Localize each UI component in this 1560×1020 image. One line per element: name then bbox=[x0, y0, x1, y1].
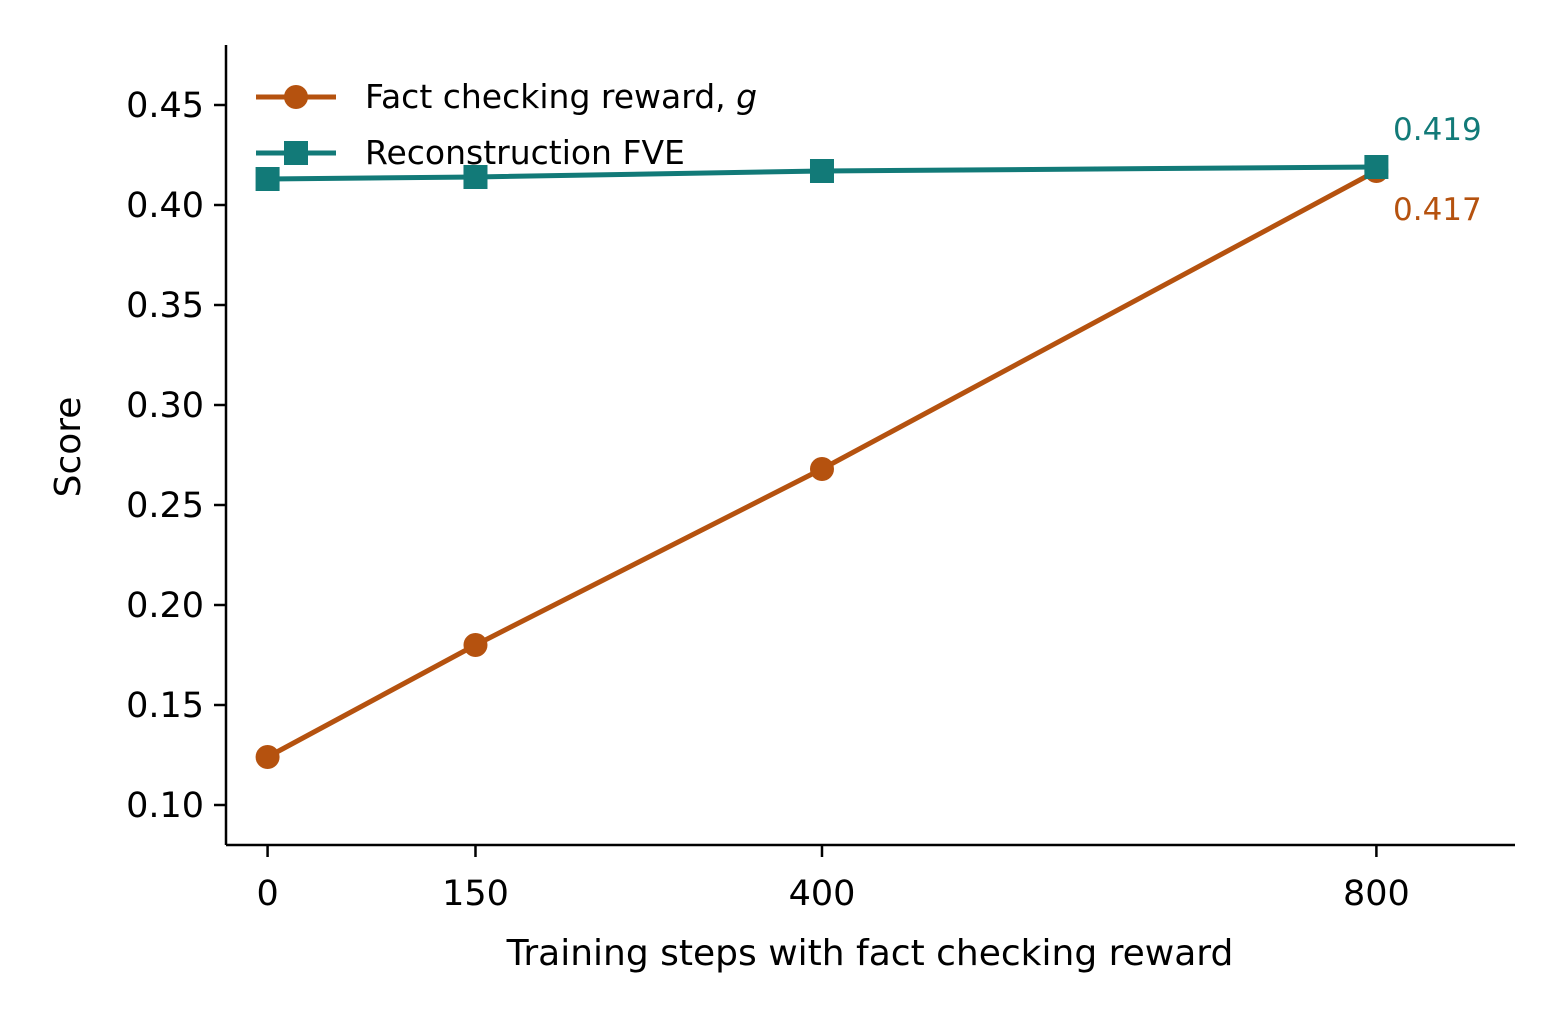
y-tick-label: 0.45 bbox=[126, 86, 204, 126]
legend-label-italic: g bbox=[736, 77, 757, 116]
y-tick-label: 0.10 bbox=[126, 786, 204, 826]
data-point bbox=[255, 167, 280, 191]
data-point bbox=[255, 745, 280, 769]
legend-marker bbox=[284, 141, 308, 165]
series-line bbox=[265, 168, 1379, 760]
y-tick-label: 0.20 bbox=[126, 586, 204, 626]
legend: Fact checking reward, g Reconstruction FV… bbox=[256, 77, 757, 172]
y-tick-label: 0.40 bbox=[126, 186, 204, 226]
series-layer: 0.417 0.419 bbox=[255, 112, 1482, 769]
x-tick-label: 0 bbox=[256, 874, 278, 914]
data-point bbox=[809, 457, 834, 481]
legend-item: Fact checking reward, g bbox=[256, 77, 757, 116]
x-tick-label: 800 bbox=[1343, 874, 1410, 914]
legend-label: Reconstruction FVE bbox=[365, 133, 685, 172]
x-tick-label: 150 bbox=[442, 874, 509, 914]
legend-item: Reconstruction FVE bbox=[256, 133, 685, 172]
y-tick-label: 0.15 bbox=[126, 686, 204, 726]
legend-label: Fact checking reward, g bbox=[365, 77, 757, 116]
end-value-label: 0.417 bbox=[1393, 192, 1482, 228]
data-point bbox=[1364, 155, 1389, 179]
y-tick-label: 0.35 bbox=[126, 286, 204, 326]
end-value-label: 0.419 bbox=[1393, 112, 1482, 148]
data-point bbox=[463, 165, 488, 189]
x-axis-title: Training steps with fact checking reward bbox=[506, 933, 1234, 974]
axes: 0.10 0.15 0.20 0.25 0.30 0.35 0.40 0.45 0 150 400 8… bbox=[126, 45, 1515, 914]
legend-marker bbox=[284, 85, 308, 109]
y-tick-label: 0.25 bbox=[126, 486, 204, 526]
series-line bbox=[265, 164, 1379, 182]
y-tick-label: 0.30 bbox=[126, 386, 204, 426]
y-axis-title: Score bbox=[48, 397, 89, 498]
data-point bbox=[463, 633, 488, 657]
data-point bbox=[809, 159, 834, 183]
series-1 bbox=[255, 155, 1389, 191]
series-0 bbox=[255, 159, 1389, 769]
x-tick-label: 400 bbox=[789, 874, 856, 914]
